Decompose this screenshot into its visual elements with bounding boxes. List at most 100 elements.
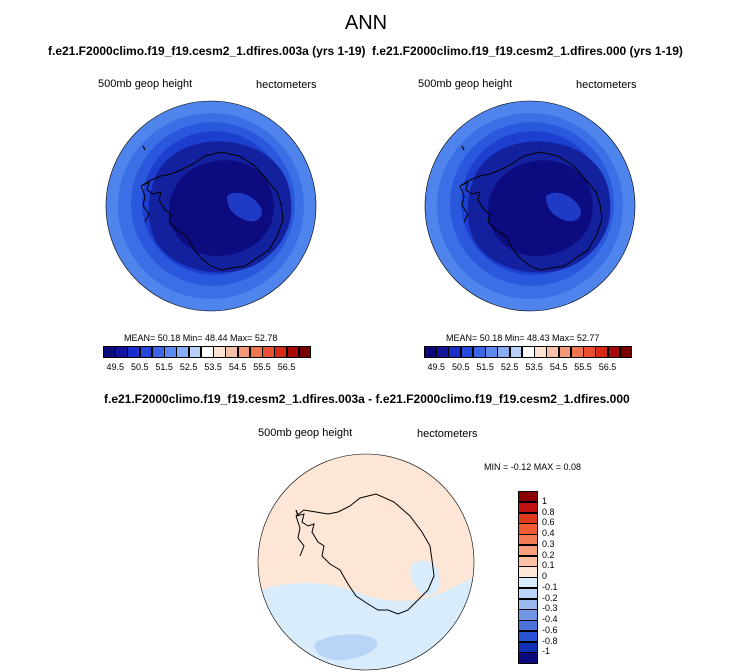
colorbar-swatch	[509, 346, 523, 358]
colorbar-swatch	[518, 652, 538, 664]
panel2-subtitle: f.e21.F2000climo.f19_f19.cesm2_1.dfires.…	[372, 44, 683, 58]
colorbar-swatch	[460, 346, 474, 358]
colorbar-swatch	[518, 598, 538, 610]
diff-map	[257, 453, 475, 671]
colorbar-tick-label: 0.3	[542, 538, 555, 549]
colorbar-swatch	[518, 566, 538, 578]
colorbar-tick-label: -0.4	[542, 614, 558, 624]
colorbar-tick-label: 53.5	[204, 362, 222, 372]
colorbar-swatch	[518, 630, 538, 642]
panel2-colorbar	[424, 346, 633, 358]
colorbar-tick-label: 50.5	[130, 362, 149, 372]
colorbar-tick-label: 0.6	[542, 517, 555, 528]
colorbar-tick-label: 0.4	[542, 528, 555, 538]
colorbar-swatch	[518, 587, 538, 599]
colorbar-tick-label: 54.5	[549, 362, 568, 372]
colorbar-swatch	[518, 609, 538, 621]
panel1-stats: MEAN= 50.18 Min= 48.44 Max= 52.78	[124, 333, 278, 343]
panel2-units-label: hectometers	[576, 79, 637, 91]
colorbar-tick-label: 52.5	[500, 362, 519, 372]
colorbar-swatch	[607, 346, 621, 358]
colorbar-tick-label: -0.3	[542, 603, 558, 614]
colorbar-tick-label: 0	[542, 571, 548, 581]
colorbar-swatch	[127, 346, 141, 358]
colorbar-swatch	[151, 346, 165, 358]
colorbar-tick-label: 0.1	[542, 560, 555, 571]
diff-stats: MIN = -0.12 MAX = 0.08	[484, 462, 582, 472]
diff-units-label: hectometers	[417, 428, 478, 440]
colorbar-swatch	[262, 346, 275, 358]
colorbar-tick-label: 51.5	[476, 362, 494, 372]
colorbar-tick-label: 55.5	[574, 362, 592, 372]
colorbar-swatch	[518, 512, 538, 524]
colorbar-swatch	[583, 346, 596, 358]
colorbar-tick-label: 0.8	[542, 506, 555, 517]
antarctica-coastline	[295, 493, 435, 615]
diff-variable-label: 500mb geop height	[258, 427, 353, 439]
colorbar-swatch	[225, 346, 239, 358]
colorbar-swatch	[518, 577, 538, 589]
colorbar-swatch	[534, 346, 547, 358]
colorbar-swatch	[424, 346, 437, 358]
colorbar-tick-label: 54.5	[228, 362, 247, 372]
antarctica-coastline	[140, 151, 284, 271]
colorbar-swatch	[176, 346, 190, 358]
colorbar-swatch	[521, 346, 535, 358]
colorbar-swatch	[518, 620, 538, 632]
colorbar-swatch	[237, 346, 251, 358]
colorbar-swatch	[619, 346, 633, 358]
colorbar-swatch	[139, 346, 153, 358]
colorbar-swatch	[298, 346, 312, 358]
colorbar-tick-label: 51.5	[155, 362, 173, 372]
diff-subtitle: f.e21.F2000climo.f19_f19.cesm2_1.dfires.…	[104, 392, 630, 406]
colorbar-swatch	[103, 346, 116, 358]
colorbar-swatch	[200, 346, 214, 358]
colorbar-swatch	[188, 346, 202, 358]
colorbar-tick-label: -0.8	[542, 635, 558, 646]
colorbar-swatch	[485, 346, 498, 358]
colorbar-swatch	[518, 555, 538, 567]
colorbar-swatch	[518, 534, 538, 546]
colorbar-swatch	[570, 346, 584, 358]
colorbar-tick-label: 56.5	[277, 362, 296, 372]
colorbar-tick-label: -1	[542, 646, 551, 657]
colorbar-tick-label: 53.5	[525, 362, 543, 372]
colorbar-tick-label: 0.2	[542, 549, 555, 560]
colorbar-tick-label: 55.5	[253, 362, 271, 372]
antarctica-coastline	[459, 151, 603, 271]
colorbar-swatch	[518, 491, 538, 503]
colorbar-swatch	[448, 346, 462, 358]
diff-colorbar-ticks: 1 0.8 0.6 0.4 0.3 0.2 0.1 0 -0.1 -0.2 -0.3 -0.4 -0.6…	[542, 491, 582, 663]
panel1-variable-label: 500mb geop height	[98, 78, 193, 90]
colorbar-swatch	[286, 346, 300, 358]
colorbar-swatch	[518, 544, 538, 556]
panel1-colorbar	[103, 346, 312, 358]
colorbar-swatch	[595, 346, 609, 358]
colorbar-swatch	[546, 346, 560, 358]
colorbar-swatch	[558, 346, 572, 358]
panel1-units-label: hectometers	[256, 79, 317, 91]
colorbar-tick-label: 56.5	[598, 362, 617, 372]
panel1-map	[105, 100, 317, 312]
colorbar-swatch	[497, 346, 511, 358]
colorbar-swatch	[249, 346, 263, 358]
panel1-colorbar-ticks: 49.5 50.5 51.5 52.5 53.5 54.5 55.5 56.5	[103, 362, 311, 374]
colorbar-swatch	[274, 346, 288, 358]
colorbar-tick-label: -0.2	[542, 592, 558, 603]
colorbar-swatch	[164, 346, 177, 358]
colorbar-swatch	[436, 346, 449, 358]
colorbar-tick-label: 49.5	[427, 362, 446, 372]
colorbar-swatch	[213, 346, 226, 358]
figure-title: ANN	[344, 12, 388, 34]
panel1-subtitle: f.e21.F2000climo.f19_f19.cesm2_1.dfires.…	[48, 44, 366, 58]
panel2-variable-label: 500mb geop height	[418, 78, 513, 90]
panel2-map	[424, 100, 636, 312]
colorbar-tick-label: -0.1	[542, 581, 558, 592]
diff-colorbar	[518, 491, 538, 664]
colorbar-swatch	[518, 501, 538, 513]
panel2-colorbar-ticks: 49.5 50.5 51.5 52.5 53.5 54.5 55.5 56.5	[424, 362, 632, 374]
colorbar-swatch	[115, 346, 128, 358]
colorbar-tick-label: 1	[542, 495, 548, 506]
colorbar-swatch	[472, 346, 486, 358]
colorbar-tick-label: 52.5	[179, 362, 198, 372]
